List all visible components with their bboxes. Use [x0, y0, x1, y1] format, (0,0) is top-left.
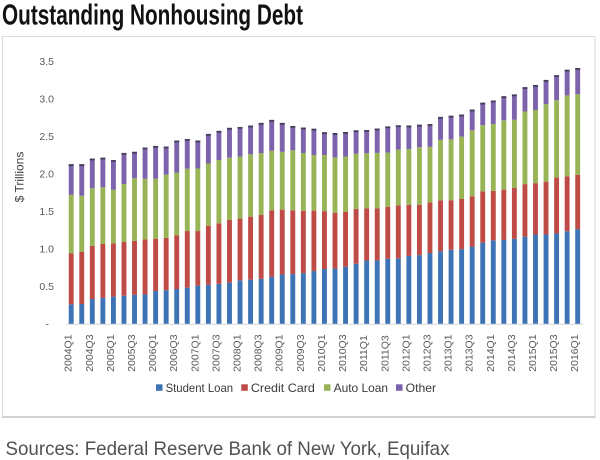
svg-text:2004Q1: 2004Q1	[63, 334, 75, 372]
svg-text:2005Q1: 2005Q1	[105, 334, 117, 372]
svg-text:2.5: 2.5	[39, 131, 54, 143]
svg-text:2008Q1: 2008Q1	[232, 334, 244, 372]
svg-text:Student Loan: Student Loan	[166, 382, 234, 395]
svg-text:1.0: 1.0	[39, 244, 54, 256]
svg-text:3.0: 3.0	[39, 93, 54, 105]
svg-text:2014Q3: 2014Q3	[506, 334, 518, 372]
svg-text:2007Q1: 2007Q1	[189, 334, 201, 372]
svg-text:2015Q1: 2015Q1	[527, 334, 539, 372]
svg-text:2013Q3: 2013Q3	[464, 334, 476, 372]
svg-text:Sources: Federal Reserve Bank: Sources: Federal Reserve Bank of New Yor…	[6, 438, 450, 460]
svg-text:Credit Card: Credit Card	[251, 382, 315, 395]
svg-text:2005Q3: 2005Q3	[126, 334, 138, 372]
svg-text:2010Q3: 2010Q3	[337, 334, 349, 372]
svg-text:2008Q3: 2008Q3	[253, 334, 265, 372]
svg-text:Outstanding Nonhousing Debt: Outstanding Nonhousing Debt	[2, 0, 303, 32]
svg-text:2013Q1: 2013Q1	[443, 334, 455, 372]
svg-text:2016Q1: 2016Q1	[569, 334, 581, 372]
svg-text:Auto Loan: Auto Loan	[334, 382, 389, 395]
svg-text:2010Q1: 2010Q1	[316, 334, 328, 372]
svg-text:-: -	[46, 319, 50, 331]
svg-text:Other: Other	[406, 382, 437, 395]
svg-text:2.0: 2.0	[39, 168, 54, 180]
svg-text:2006Q3: 2006Q3	[168, 334, 180, 372]
svg-text:2004Q3: 2004Q3	[84, 334, 96, 372]
svg-text:2015Q3: 2015Q3	[548, 334, 560, 372]
svg-text:2006Q1: 2006Q1	[147, 334, 159, 372]
svg-text:0.5: 0.5	[39, 281, 54, 293]
svg-text:2009Q3: 2009Q3	[295, 334, 307, 372]
svg-text:2011Q1: 2011Q1	[358, 335, 370, 372]
svg-text:2012Q3: 2012Q3	[421, 334, 433, 372]
svg-text:2014Q1: 2014Q1	[485, 334, 497, 372]
svg-text:2007Q3: 2007Q3	[210, 334, 222, 372]
svg-text:$ Trillions: $ Trillions	[13, 152, 27, 203]
svg-text:1.5: 1.5	[39, 206, 54, 218]
svg-text:2011Q3: 2011Q3	[379, 335, 391, 372]
svg-text:3.5: 3.5	[39, 56, 54, 68]
svg-text:2012Q1: 2012Q1	[400, 334, 412, 372]
svg-text:2009Q1: 2009Q1	[274, 334, 286, 372]
